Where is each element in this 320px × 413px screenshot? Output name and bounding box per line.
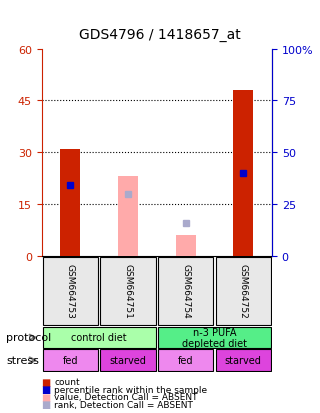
Text: stress: stress — [6, 355, 39, 366]
Text: ■: ■ — [42, 385, 51, 394]
Text: GSM664753: GSM664753 — [66, 264, 75, 318]
Bar — [233, 91, 253, 256]
FancyBboxPatch shape — [100, 257, 156, 325]
Text: starved: starved — [109, 355, 147, 366]
FancyBboxPatch shape — [43, 349, 98, 371]
Text: rank, Detection Call = ABSENT: rank, Detection Call = ABSENT — [54, 400, 193, 409]
Bar — [118, 177, 138, 256]
Text: percentile rank within the sample: percentile rank within the sample — [54, 385, 208, 394]
Text: fed: fed — [63, 355, 78, 366]
Text: starved: starved — [225, 355, 262, 366]
Bar — [176, 235, 196, 256]
FancyBboxPatch shape — [158, 257, 213, 325]
Text: count: count — [54, 377, 80, 387]
Text: control diet: control diet — [71, 332, 127, 343]
Text: GSM664751: GSM664751 — [124, 264, 132, 318]
Bar — [60, 150, 81, 256]
Text: ■: ■ — [42, 392, 51, 402]
Text: protocol: protocol — [6, 332, 52, 343]
Text: ■: ■ — [42, 377, 51, 387]
FancyBboxPatch shape — [158, 349, 213, 371]
Text: n-3 PUFA
depleted diet: n-3 PUFA depleted diet — [182, 327, 247, 349]
Text: GSM664752: GSM664752 — [239, 264, 248, 318]
FancyBboxPatch shape — [43, 257, 98, 325]
Text: fed: fed — [178, 355, 193, 366]
FancyBboxPatch shape — [158, 327, 271, 349]
FancyBboxPatch shape — [216, 349, 271, 371]
FancyBboxPatch shape — [43, 327, 156, 349]
Text: value, Detection Call = ABSENT: value, Detection Call = ABSENT — [54, 392, 198, 401]
FancyBboxPatch shape — [100, 349, 156, 371]
Text: GSM664754: GSM664754 — [181, 264, 190, 318]
FancyBboxPatch shape — [216, 257, 271, 325]
Text: GDS4796 / 1418657_at: GDS4796 / 1418657_at — [79, 28, 241, 42]
Text: ■: ■ — [42, 399, 51, 409]
